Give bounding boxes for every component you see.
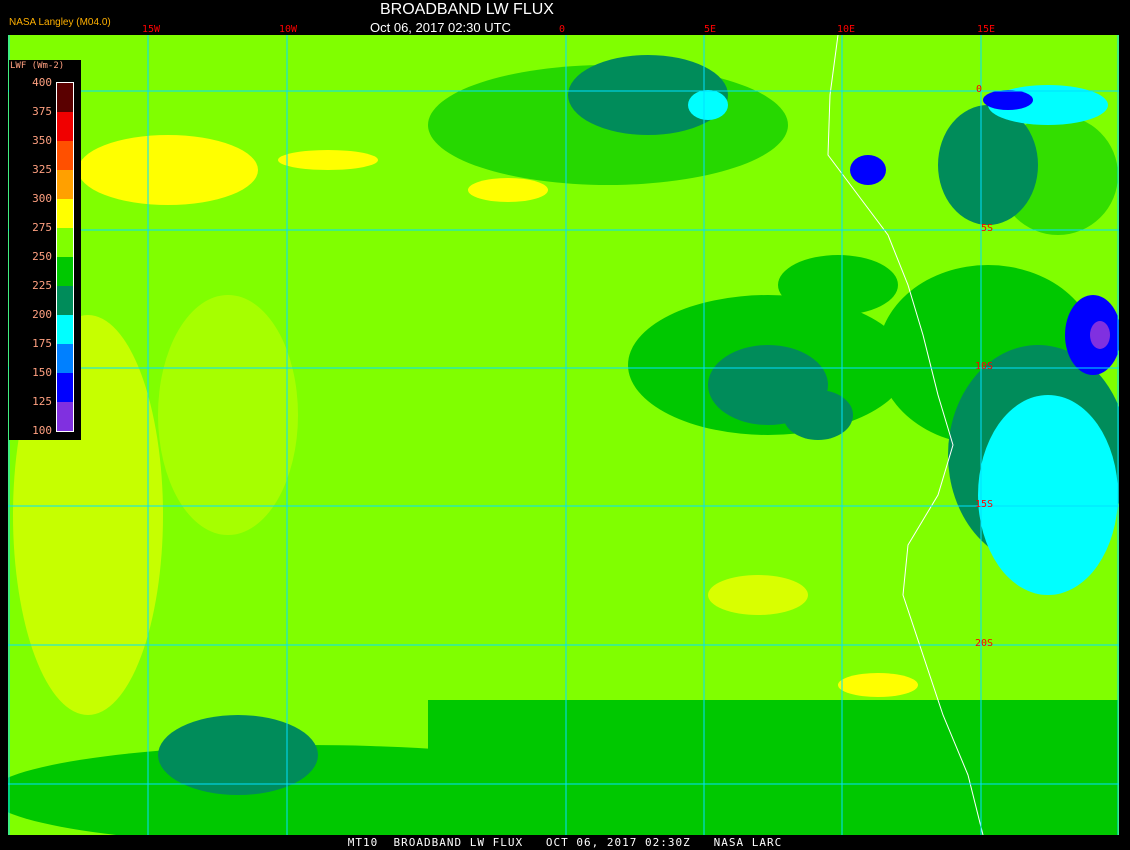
legend-tick: 125 <box>32 395 52 408</box>
legend-color-bar <box>56 82 74 432</box>
lat-label-5s: 5S <box>981 223 994 234</box>
legend-tick: 100 <box>32 424 52 437</box>
legend-swatch <box>57 170 73 199</box>
lat-label-0: 0 <box>976 84 983 95</box>
legend-swatch <box>57 286 73 315</box>
lon-label-10w: 10W <box>279 24 298 35</box>
legend-tick: 400 <box>32 76 52 89</box>
legend-tick: 225 <box>32 279 52 292</box>
legend-tick: 350 <box>32 134 52 147</box>
credit-label: NASA Langley (M04.0) <box>9 17 111 28</box>
lon-label-15w: 15W <box>142 24 161 35</box>
legend-swatch <box>57 228 73 257</box>
legend-swatch <box>57 112 73 141</box>
lon-label-15e: 15E <box>977 24 996 35</box>
legend-swatch <box>57 373 73 402</box>
lon-label-10e: 10E <box>837 24 856 35</box>
legend-tick: 375 <box>32 105 52 118</box>
legend-swatch <box>57 83 73 112</box>
image-datetime: Oct 06, 2017 02:30 UTC <box>370 20 511 35</box>
lon-label-0: 0 <box>559 24 566 35</box>
legend-swatch <box>57 344 73 373</box>
lat-label-15s: 15S <box>975 499 994 510</box>
legend-swatch <box>57 402 73 431</box>
lon-label-5e: 5E <box>704 24 717 35</box>
legend-swatch <box>57 141 73 170</box>
deep-convection-regions <box>850 90 1119 375</box>
coastline <box>827 35 984 835</box>
legend-tick: 300 <box>32 192 52 205</box>
very-cold-regions <box>688 85 1118 595</box>
legend-tick: 275 <box>32 221 52 234</box>
legend-units: LWF (Wm-2) <box>10 61 65 71</box>
legend-swatch <box>57 199 73 228</box>
image-title: BROADBAND LW FLUX <box>380 1 554 18</box>
lat-label-10s: 10S <box>975 361 994 372</box>
legend-tick: 150 <box>32 366 52 379</box>
satellite-map <box>8 35 1119 835</box>
legend-tick: 175 <box>32 337 52 350</box>
legend-swatch <box>57 257 73 286</box>
legend-tick: 325 <box>32 163 52 176</box>
legend-tick: 200 <box>32 308 52 321</box>
lat-label-20s: 20S <box>975 638 994 649</box>
legend-swatch <box>57 315 73 344</box>
legend-tick: 250 <box>32 250 52 263</box>
footer-caption: MT10 BROADBAND LW FLUX OCT 06, 2017 02:3… <box>347 836 783 849</box>
